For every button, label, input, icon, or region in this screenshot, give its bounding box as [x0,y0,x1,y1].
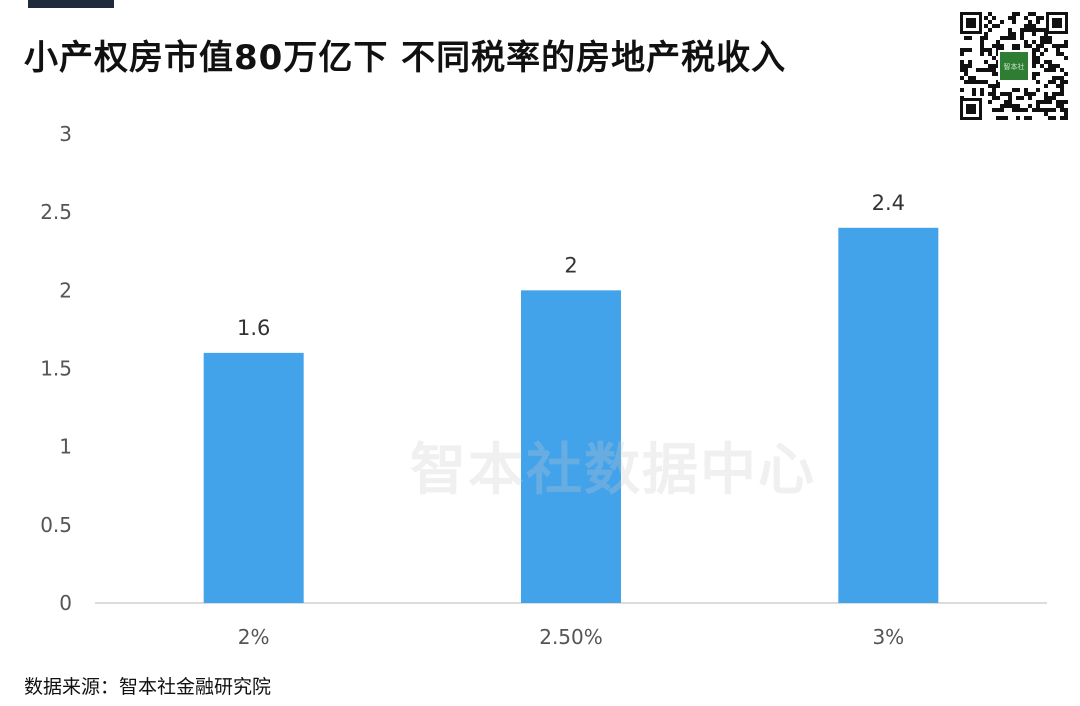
bars [203,227,939,604]
y-tick-label: 0.5 [40,513,72,537]
y-tick-label: 2 [59,278,72,302]
data-label-3: 2.4 [872,191,905,215]
bar-3 [838,227,939,604]
y-tick-label: 2.5 [40,200,72,224]
x-tick-label: 2% [238,625,270,649]
qr-logo [1000,52,1028,80]
title-accent-bar [28,0,114,8]
y-tick-label: 1.5 [40,357,72,381]
x-tick-label: 2.50% [539,625,603,649]
x-tick-label: 3% [872,625,904,649]
data-labels: 1.6 2 2.4 [237,191,905,340]
qr-logo-text: 智本社 [1004,62,1025,71]
data-label-1: 1.6 [237,316,270,340]
bar-1 [203,352,304,603]
y-tick-label: 1 [59,435,72,459]
qr-code-graphic: 智本社 [958,10,1070,122]
chart-title: 小产权房市值80万亿下 不同税率的房地产税收入 [24,38,787,78]
qr-code: 智本社 [958,10,1070,122]
y-axis: 0 0.5 1 1.5 2 2.5 3 [40,122,72,615]
data-label-2: 2 [564,253,577,277]
y-tick-label: 0 [59,591,72,615]
y-tick-label: 3 [59,122,72,146]
x-axis: 2% 2.50% 3% [238,625,904,649]
source-note: 数据来源：智本社金融研究院 [24,676,272,698]
bar-2 [521,290,621,603]
watermark: 智本社数据中心 [410,438,816,503]
